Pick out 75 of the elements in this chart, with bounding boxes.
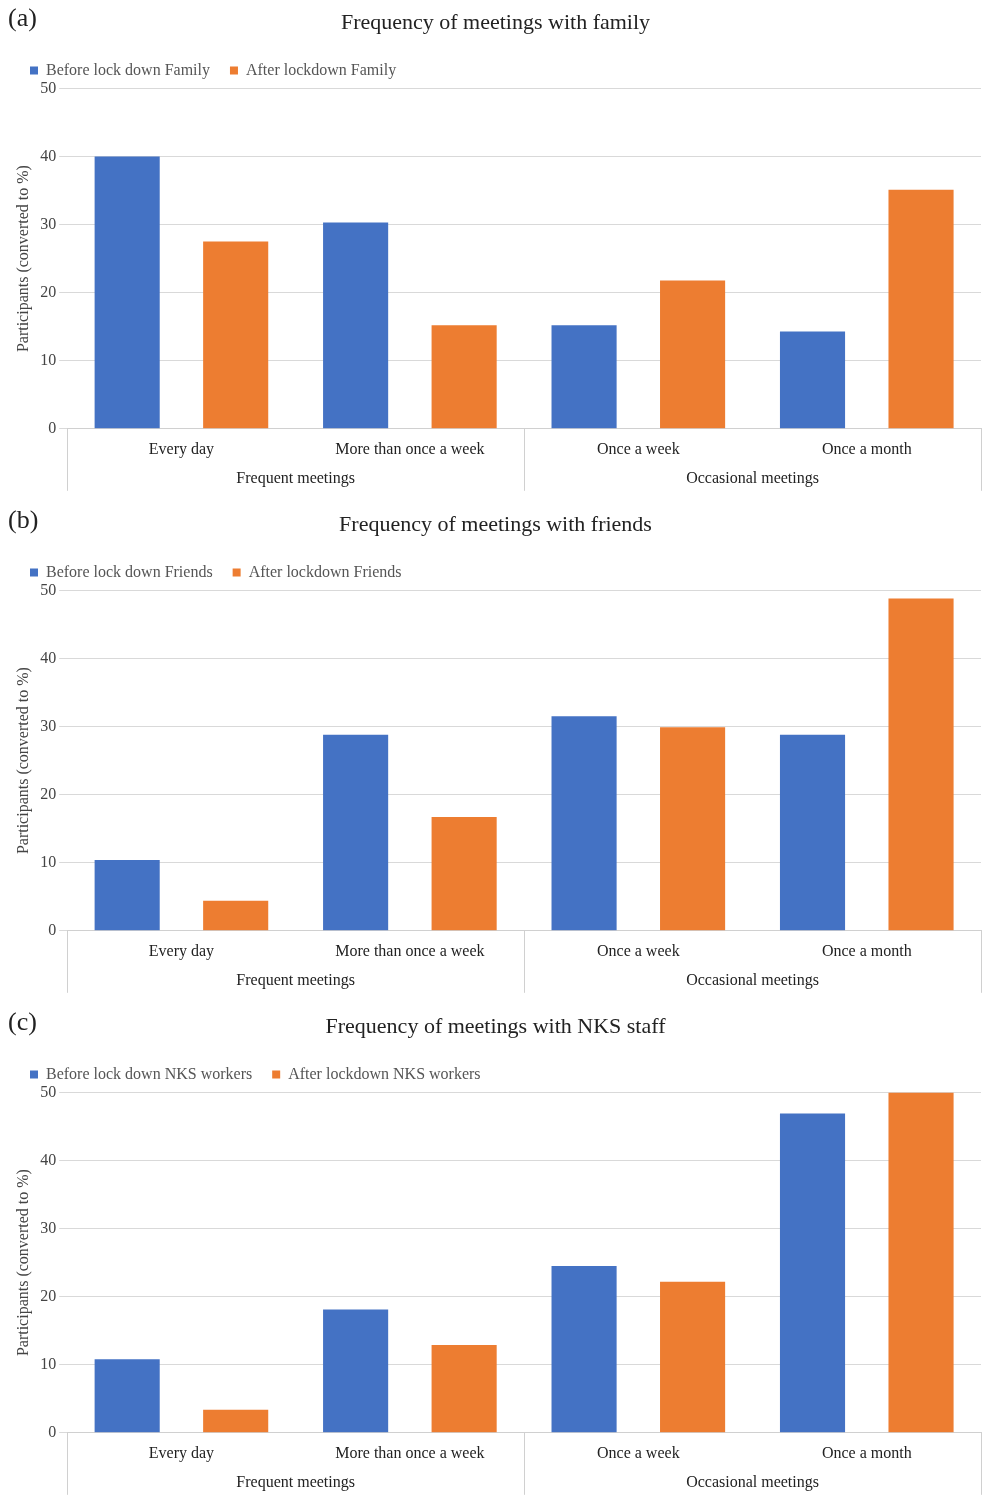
y-tick-label: 20 xyxy=(40,784,57,802)
bar xyxy=(203,241,269,429)
legend-label: After lockdown Friends xyxy=(248,562,402,580)
y-axis-title: Participants (converted to %) xyxy=(13,667,32,855)
legend-label: Before lock down Family xyxy=(46,60,210,79)
y-tick-label: 30 xyxy=(40,1218,57,1236)
bar xyxy=(94,860,160,931)
y-tick-label: 50 xyxy=(40,1082,57,1100)
chart-title: Frequency of meetings with family xyxy=(340,8,651,34)
text: Occasional meetings xyxy=(686,1473,819,1491)
text: (a) xyxy=(8,2,37,32)
bar xyxy=(888,1092,954,1433)
bar xyxy=(203,1409,269,1433)
y-tick-label: 40 xyxy=(40,146,57,164)
text: (b) xyxy=(8,504,39,534)
x-tick-label: Once a month xyxy=(821,941,912,959)
y-axis-title: Participants (converted to %) xyxy=(13,165,32,353)
bar xyxy=(94,1359,160,1433)
bar xyxy=(551,716,617,931)
legend-label: Before lock down Friends xyxy=(46,562,213,580)
bar xyxy=(779,1113,846,1433)
x-tick-label: More than once a week xyxy=(335,941,485,959)
bar xyxy=(431,1344,497,1433)
y-axis-title: Participants (converted to %) xyxy=(13,1169,32,1357)
bar xyxy=(431,325,497,429)
bar xyxy=(888,598,954,931)
bar xyxy=(660,280,726,429)
y-tick-label: 10 xyxy=(40,350,57,368)
bar xyxy=(779,331,846,429)
legend-label: Before lock down NKS workers xyxy=(46,1064,253,1082)
x-tick-label: Once a week xyxy=(597,439,680,457)
text: Occasional meetings xyxy=(686,469,819,487)
legend-label: After lockdown NKS workers xyxy=(288,1064,481,1082)
text: Frequent meetings xyxy=(236,971,355,989)
y-tick-label: 40 xyxy=(40,1150,57,1168)
x-tick-label: Every day xyxy=(148,1443,215,1462)
bar xyxy=(888,189,954,429)
y-tick-label: 0 xyxy=(48,419,57,436)
x-tick-label: More than once a week xyxy=(335,439,485,457)
y-tick-label: 10 xyxy=(40,852,57,870)
y-tick-label: 10 xyxy=(40,1354,57,1372)
x-tick-label: Every day xyxy=(148,941,215,960)
text: Frequent meetings xyxy=(236,1473,355,1491)
chart-title: Frequency of meetings with friends xyxy=(339,510,652,536)
bar xyxy=(94,156,160,429)
legend-label: After lockdown Family xyxy=(245,60,397,79)
bar xyxy=(660,727,726,931)
y-tick-label: 30 xyxy=(40,716,57,734)
x-tick-label: Once a month xyxy=(821,439,912,457)
bar xyxy=(203,900,269,931)
text: Occasional meetings xyxy=(686,971,819,989)
bar xyxy=(323,734,389,931)
y-tick-label: 30 xyxy=(40,214,57,232)
y-tick-label: 0 xyxy=(48,921,57,938)
x-tick-label: Once a week xyxy=(597,941,680,959)
x-tick-label: Once a week xyxy=(597,1443,680,1461)
y-tick-label: 20 xyxy=(40,1286,57,1304)
bar xyxy=(431,817,497,931)
bar xyxy=(323,222,389,429)
bar xyxy=(323,1309,389,1433)
y-tick-label: 0 xyxy=(48,1423,57,1440)
y-tick-label: 50 xyxy=(40,580,57,598)
text: (c) xyxy=(8,1006,37,1036)
x-tick-label: Every day xyxy=(148,439,215,458)
text: Frequent meetings xyxy=(236,469,355,487)
bar xyxy=(779,734,846,931)
y-tick-label: 40 xyxy=(40,648,57,666)
bar xyxy=(551,1266,617,1433)
bar xyxy=(660,1281,726,1433)
y-tick-label: 50 xyxy=(40,78,57,96)
y-tick-label: 20 xyxy=(40,282,57,300)
bar xyxy=(551,325,617,429)
x-tick-label: More than once a week xyxy=(335,1443,485,1461)
chart-title: Frequency of meetings with NKS staff xyxy=(325,1012,667,1038)
x-tick-label: Once a month xyxy=(821,1443,912,1461)
